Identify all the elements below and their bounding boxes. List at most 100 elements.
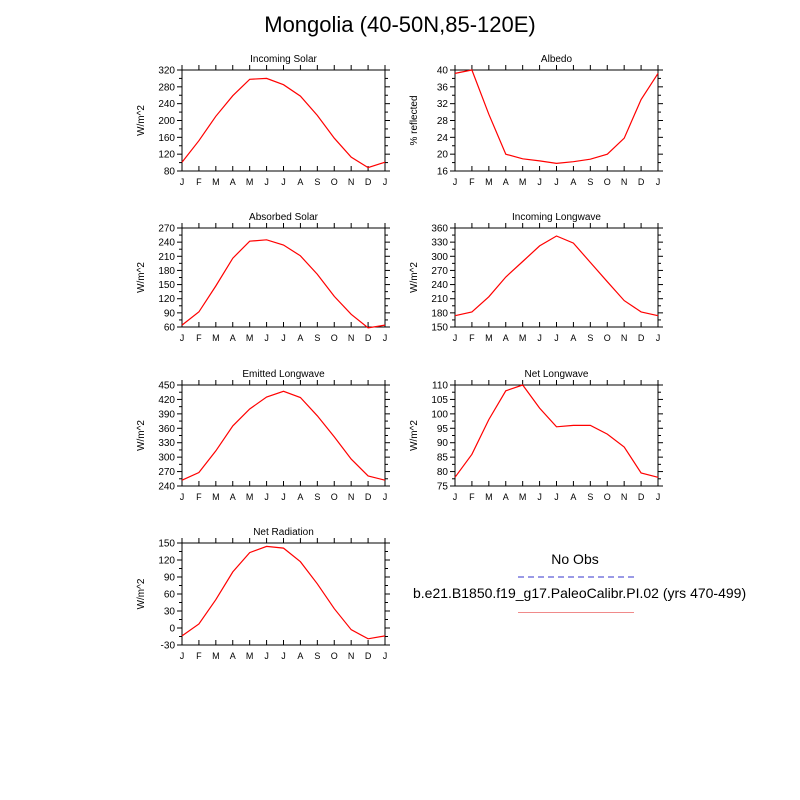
y-tick-label: 270 (431, 266, 448, 277)
panel-frame (454, 69, 659, 172)
x-tick-label: S (587, 177, 593, 187)
x-tick-label: A (570, 177, 576, 187)
x-tick-label: J (264, 333, 269, 343)
x-tick-label: A (297, 177, 303, 187)
y-tick-label: 150 (158, 280, 175, 291)
x-tick-label: J (537, 333, 542, 343)
x-tick-label: J (281, 492, 286, 502)
x-tick-label: N (348, 333, 355, 343)
x-tick-label: N (348, 651, 355, 661)
x-tick-label: F (196, 492, 202, 502)
legend-model-label: b.e21.B1850.f19_g17.PaleoCalibr.PI.02 (y… (413, 585, 747, 601)
x-tick-label: S (587, 492, 593, 502)
panel-title: Albedo (541, 54, 573, 65)
y-tick-label: 32 (437, 99, 449, 110)
y-tick-label: 120 (158, 294, 175, 305)
y-tick-label: 390 (158, 409, 175, 420)
x-tick-label: M (519, 333, 527, 343)
x-tick-label: J (554, 492, 559, 502)
legend-model-line (518, 612, 634, 613)
y-tick-label: 240 (431, 280, 448, 291)
x-tick-label: F (196, 333, 202, 343)
y-tick-label: 270 (158, 224, 175, 235)
y-tick-label: 330 (431, 238, 448, 249)
y-tick-label: 300 (431, 252, 448, 263)
x-tick-label: M (212, 492, 220, 502)
y-tick-label: 90 (164, 308, 176, 319)
x-tick-label: J (180, 177, 185, 187)
series-line (181, 545, 386, 640)
x-tick-label: M (485, 492, 493, 502)
x-tick-label: S (587, 333, 593, 343)
panel-title: Absorbed Solar (249, 212, 319, 223)
legend-obs-line (518, 576, 634, 578)
y-tick-label: 420 (158, 395, 175, 406)
x-tick-label: O (604, 333, 611, 343)
series-line (181, 77, 386, 169)
panel-frame (181, 384, 386, 487)
y-tick-label: 360 (431, 224, 448, 235)
x-tick-label: J (537, 492, 542, 502)
y-tick-label: 30 (164, 607, 176, 618)
panel-frame (454, 227, 659, 328)
x-tick-label: O (331, 492, 338, 502)
x-tick-label: J (180, 333, 185, 343)
x-tick-label: S (314, 651, 320, 661)
x-tick-label: A (230, 177, 236, 187)
y-tick-label: 180 (158, 266, 175, 277)
x-tick-label: D (638, 177, 645, 187)
y-tick-label: 105 (431, 395, 448, 406)
x-tick-label: D (638, 492, 645, 502)
x-tick-label: D (365, 492, 372, 502)
panel-frame (454, 384, 659, 487)
x-tick-label: M (246, 651, 254, 661)
x-tick-label: F (469, 492, 475, 502)
y-tick-label: 280 (158, 82, 175, 93)
y-tick-label: 0 (169, 624, 175, 635)
y-tick-label: 120 (158, 150, 175, 161)
y-tick-label: 75 (437, 482, 449, 493)
y-tick-label: 240 (158, 99, 175, 110)
legend-obs-label: No Obs (551, 551, 599, 567)
y-tick-label: 110 (432, 381, 448, 392)
y-tick-label: 100 (431, 409, 448, 420)
y-tick-label: 320 (158, 66, 175, 77)
panel-title: Net Longwave (525, 369, 589, 380)
x-tick-label: A (297, 333, 303, 343)
y-tick-label: 300 (158, 453, 175, 464)
series-line (181, 239, 386, 329)
x-tick-label: O (331, 651, 338, 661)
x-tick-label: M (212, 333, 220, 343)
panel-title: Incoming Longwave (512, 212, 601, 223)
x-tick-label: N (621, 333, 628, 343)
x-tick-label: M (519, 492, 527, 502)
x-tick-label: D (365, 177, 372, 187)
x-tick-label: J (656, 333, 661, 343)
y-axis-label: W/m^2 (136, 262, 147, 293)
x-tick-label: J (180, 651, 185, 661)
x-tick-label: A (230, 651, 236, 661)
y-tick-label: 90 (437, 438, 449, 449)
x-tick-label: N (621, 492, 628, 502)
x-tick-label: M (212, 651, 220, 661)
x-tick-label: J (264, 177, 269, 187)
x-tick-label: F (196, 651, 202, 661)
x-tick-label: A (230, 333, 236, 343)
y-tick-label: 28 (437, 116, 449, 127)
y-tick-label: 160 (158, 133, 175, 144)
x-tick-label: S (314, 492, 320, 502)
y-axis-label: W/m^2 (136, 420, 147, 451)
x-tick-label: J (554, 333, 559, 343)
x-tick-label: A (570, 333, 576, 343)
y-tick-label: -30 (161, 641, 176, 652)
x-tick-label: J (281, 333, 286, 343)
x-tick-label: M (246, 333, 254, 343)
x-tick-label: J (656, 492, 661, 502)
y-tick-label: 180 (431, 308, 448, 319)
y-tick-label: 36 (437, 82, 449, 93)
x-tick-label: J (453, 333, 458, 343)
y-tick-label: 80 (437, 467, 449, 478)
y-tick-label: 60 (164, 590, 176, 601)
y-tick-label: 210 (158, 252, 175, 263)
